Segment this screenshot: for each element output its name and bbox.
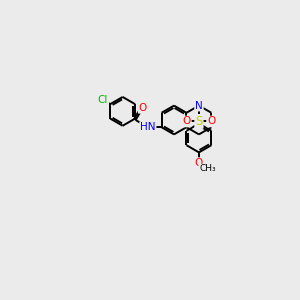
Text: N: N [195, 100, 203, 111]
Text: O: O [139, 103, 147, 113]
Text: O: O [195, 158, 203, 168]
Text: CH₃: CH₃ [199, 164, 216, 173]
Text: S: S [195, 115, 203, 128]
Text: Cl: Cl [98, 95, 108, 105]
Text: O: O [207, 116, 215, 126]
Text: HN: HN [140, 122, 156, 132]
Text: O: O [183, 116, 191, 126]
